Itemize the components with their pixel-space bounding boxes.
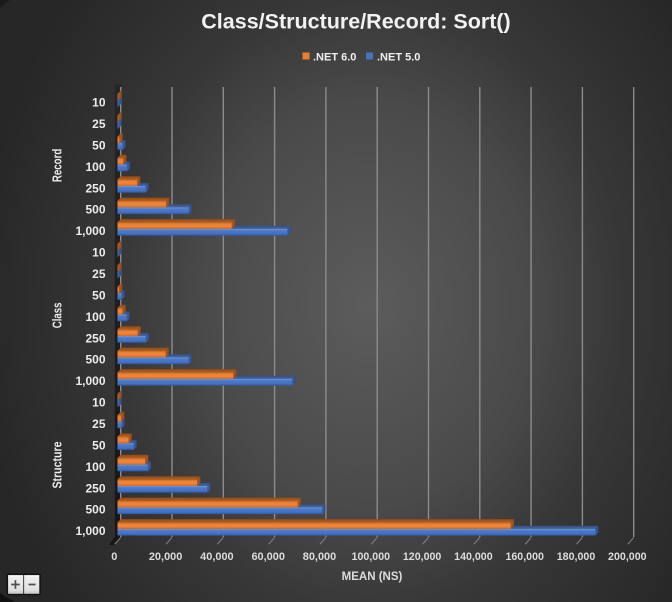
svg-text:Record: Record <box>51 149 65 183</box>
svg-text:1,000: 1,000 <box>75 374 105 388</box>
svg-text:25: 25 <box>92 417 106 431</box>
svg-text:140,000: 140,000 <box>454 551 493 563</box>
svg-text:250: 250 <box>85 181 105 195</box>
svg-text:0: 0 <box>111 551 117 563</box>
svg-text:250: 250 <box>85 481 105 495</box>
svg-text:80,000: 80,000 <box>303 551 337 563</box>
svg-text:100: 100 <box>85 310 105 324</box>
svg-text:25: 25 <box>92 117 106 131</box>
svg-text:Class/Structure/Record: Sort(): Class/Structure/Record: Sort() <box>201 10 510 34</box>
svg-text:200,000: 200,000 <box>608 551 647 563</box>
svg-text:50: 50 <box>92 139 106 153</box>
svg-text:500: 500 <box>85 203 105 217</box>
svg-text:20,000: 20,000 <box>149 551 183 563</box>
svg-text:180,000: 180,000 <box>557 551 596 563</box>
svg-text:120,000: 120,000 <box>403 551 442 563</box>
svg-text:500: 500 <box>85 503 105 517</box>
svg-text:40,000: 40,000 <box>200 551 234 563</box>
svg-text:250: 250 <box>85 331 105 345</box>
svg-text:1,000: 1,000 <box>75 524 105 538</box>
svg-text:25: 25 <box>92 267 106 281</box>
svg-text:100: 100 <box>85 160 105 174</box>
svg-text:1,000: 1,000 <box>75 224 105 238</box>
svg-text:50: 50 <box>92 439 106 453</box>
svg-text:10: 10 <box>92 396 106 410</box>
svg-text:.NET 6.0: .NET 6.0 <box>313 52 356 64</box>
svg-text:100: 100 <box>85 460 105 474</box>
svg-text:160,000: 160,000 <box>505 551 544 563</box>
svg-text:Structure: Structure <box>51 441 65 488</box>
svg-text:Class: Class <box>51 303 65 329</box>
svg-text:10: 10 <box>92 246 106 260</box>
svg-text:.NET 5.0: .NET 5.0 <box>377 52 420 64</box>
svg-text:500: 500 <box>85 353 105 367</box>
svg-text:60,000: 60,000 <box>251 551 285 563</box>
svg-text:50: 50 <box>92 289 106 303</box>
svg-text:10: 10 <box>92 96 106 110</box>
svg-text:MEAN (NS): MEAN (NS) <box>342 571 403 583</box>
svg-text:100,000: 100,000 <box>352 551 391 563</box>
